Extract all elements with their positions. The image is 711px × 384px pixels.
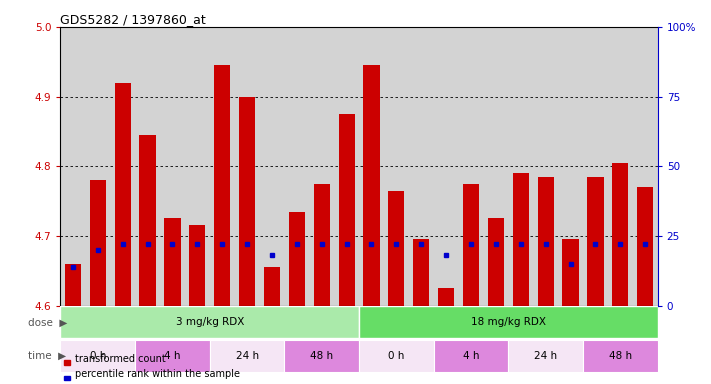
Bar <box>60 340 135 372</box>
Text: 24 h: 24 h <box>534 351 557 361</box>
Bar <box>508 340 583 372</box>
Text: 4 h: 4 h <box>164 351 181 361</box>
Bar <box>135 340 210 372</box>
Text: 24 h: 24 h <box>235 351 259 361</box>
Bar <box>239 96 255 306</box>
Bar <box>388 190 405 306</box>
Bar <box>164 218 181 306</box>
Bar <box>637 187 653 306</box>
Bar <box>583 340 658 372</box>
Bar <box>210 340 284 372</box>
Text: 48 h: 48 h <box>310 351 333 361</box>
Bar <box>264 267 280 306</box>
Bar <box>60 306 359 338</box>
Text: 18 mg/kg RDX: 18 mg/kg RDX <box>471 317 546 327</box>
Bar <box>562 239 579 306</box>
Bar <box>538 177 554 306</box>
Bar <box>359 306 658 338</box>
Bar <box>359 340 434 372</box>
Text: transformed count: transformed count <box>75 354 166 364</box>
Bar <box>214 65 230 306</box>
Bar <box>438 288 454 306</box>
Bar <box>90 180 106 306</box>
Bar <box>139 135 156 306</box>
Bar <box>513 173 529 306</box>
Bar <box>413 239 429 306</box>
Text: time  ▶: time ▶ <box>28 351 66 361</box>
Text: 4 h: 4 h <box>463 351 479 361</box>
Text: dose  ▶: dose ▶ <box>28 317 68 327</box>
Text: 0 h: 0 h <box>388 351 405 361</box>
Text: 48 h: 48 h <box>609 351 632 361</box>
Bar <box>314 184 330 306</box>
Bar <box>363 65 380 306</box>
Text: GDS5282 / 1397860_at: GDS5282 / 1397860_at <box>60 13 206 26</box>
Text: 3 mg/kg RDX: 3 mg/kg RDX <box>176 317 244 327</box>
Bar <box>434 340 508 372</box>
Bar <box>65 264 81 306</box>
Bar <box>463 184 479 306</box>
Bar <box>289 212 305 306</box>
Bar <box>284 340 359 372</box>
Bar <box>338 114 355 306</box>
Bar <box>587 177 604 306</box>
Text: 0 h: 0 h <box>90 351 106 361</box>
Text: percentile rank within the sample: percentile rank within the sample <box>75 369 240 379</box>
Bar <box>189 225 205 306</box>
Bar <box>488 218 504 306</box>
Bar <box>612 163 629 306</box>
Bar <box>114 83 131 306</box>
